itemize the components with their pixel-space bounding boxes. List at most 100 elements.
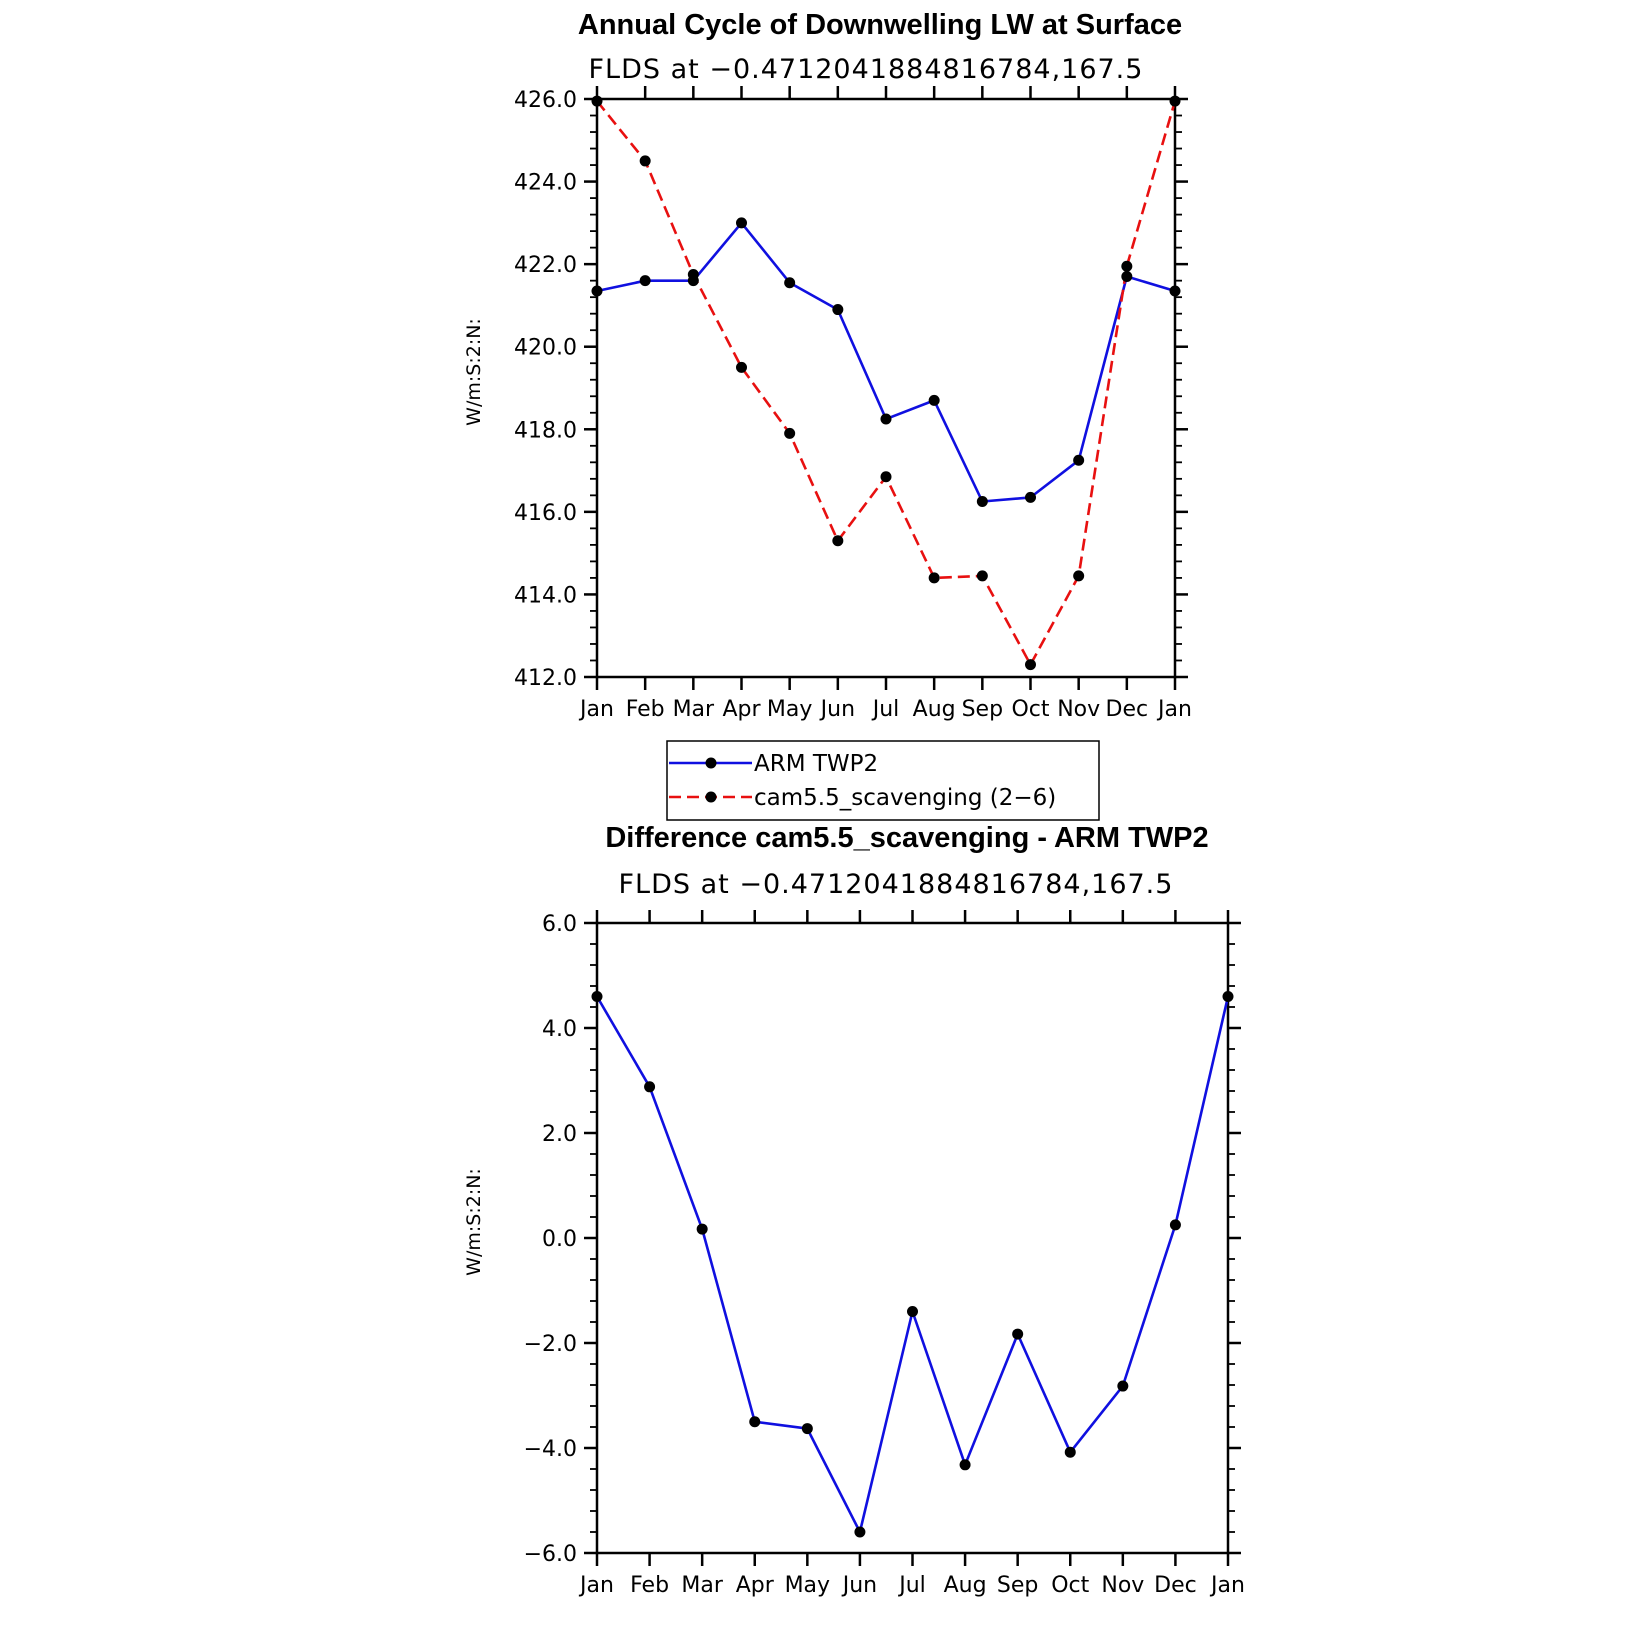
y-tick-label: 2.0 [542, 1122, 577, 1147]
data-point [1169, 1219, 1181, 1231]
chart-title: Annual Cycle of Downwelling LW at Surfac… [578, 9, 1182, 41]
x-tick-label: Apr [736, 1573, 775, 1598]
data-point [801, 1423, 813, 1435]
data-point [854, 1526, 866, 1538]
chart-subtitle: FLDS at −0.4712041884816784,167.5 [619, 869, 1174, 900]
data-point [1073, 570, 1085, 582]
x-tick-label: Mar [681, 1573, 723, 1598]
chart-title: Difference cam5.5_scavenging - ARM TWP2 [605, 822, 1208, 854]
x-tick-label: Jul [897, 1573, 926, 1598]
chart-subtitle: FLDS at −0.4712041884816784,167.5 [589, 54, 1144, 85]
series-line [595, 100, 1177, 666]
data-point [696, 1223, 708, 1235]
data-point [907, 1306, 918, 1317]
data-point [1121, 260, 1133, 272]
x-tick-label: Jan [578, 1573, 614, 1598]
annual-cycle-chart: Annual Cycle of Downwelling LW at Surfac… [463, 9, 1192, 821]
y-tick-label: 0.0 [542, 1227, 577, 1252]
data-point [1169, 95, 1181, 107]
data-point [880, 413, 892, 425]
plot-frame [595, 921, 1230, 1555]
series-line [596, 221, 1176, 503]
data-point [687, 268, 699, 280]
x-tick-label: Aug [944, 1573, 987, 1598]
data-point [1012, 1328, 1024, 1340]
x-tick-label: Aug [913, 697, 956, 722]
data-point [976, 570, 988, 582]
data-point [1073, 454, 1085, 466]
legend-marker-arm-twp2 [705, 757, 717, 769]
data-point [644, 1081, 656, 1093]
x-tick-label: Nov [1057, 697, 1100, 722]
series-line [595, 995, 1230, 1534]
x-tick-label: Jan [578, 697, 614, 722]
y-tick-label: −2.0 [524, 1332, 577, 1357]
data-point [832, 304, 844, 316]
data-point [736, 217, 747, 229]
data-point [639, 275, 651, 287]
y-tick-label: −6.0 [524, 1542, 577, 1567]
plot-axes: −6.0 −4.0 −2.0 0.0 2.0 4.0 6.0 Jan Feb Mar Apr May J… [524, 910, 1245, 1598]
data-point [1117, 1380, 1129, 1392]
legend-label-arm-twp2: ARM TWP2 [754, 751, 878, 777]
x-tick-label: Feb [626, 697, 665, 722]
data-point [784, 427, 796, 439]
legend-label-cam5.5-scavenging: cam5.5_scavenging (2−6) [754, 785, 1056, 811]
data-point [928, 394, 940, 406]
data-point [591, 95, 603, 107]
y-tick-label: 420.0 [514, 336, 577, 361]
y-tick-label: 414.0 [514, 583, 577, 608]
plot-frame [595, 97, 1177, 679]
data-point [591, 285, 603, 297]
x-tick-label: Dec [1106, 697, 1149, 722]
data-point [784, 277, 796, 289]
data-point [928, 572, 940, 584]
difference-chart: Difference cam5.5_scavenging - ARM TWP2 … [463, 822, 1245, 1598]
data-point [1222, 991, 1234, 1002]
x-tick-label: Nov [1101, 1573, 1144, 1598]
x-tick-label: Jan [1209, 1573, 1245, 1598]
x-tick-label: Sep [962, 697, 1003, 722]
x-tick-label: Mar [673, 697, 715, 722]
x-tick-label: May [785, 1573, 830, 1598]
data-point [832, 535, 844, 547]
data-point [959, 1459, 971, 1471]
x-tick-label: Jan [1156, 697, 1192, 722]
data-point [1025, 659, 1036, 671]
data-point [749, 1416, 761, 1428]
legend-box [666, 740, 1100, 821]
data-point [639, 155, 651, 167]
data-point [976, 496, 988, 508]
legend-marker-cam5.5-scavenging [705, 791, 717, 803]
x-tick-label: Feb [630, 1573, 669, 1598]
x-tick-label: Dec [1154, 1573, 1197, 1598]
x-tick-label: Jun [819, 697, 855, 722]
x-tick-label: Jun [841, 1573, 877, 1598]
plot-axes: 412.0 414.0 416.0 418.0 420.0 422.0 424.0 426.0… [514, 86, 1192, 722]
y-tick-label: 416.0 [514, 501, 577, 526]
x-tick-label: Sep [997, 1573, 1038, 1598]
y-tick-label: 424.0 [514, 171, 577, 196]
y-tick-label: 6.0 [542, 912, 577, 937]
y-tick-label: 418.0 [514, 418, 577, 443]
data-point [591, 991, 603, 1002]
y-tick-label: 422.0 [514, 253, 577, 278]
data-point [1064, 1446, 1076, 1458]
x-tick-label: Apr [722, 697, 761, 722]
y-tick-label: 4.0 [542, 1017, 577, 1042]
data-point [1025, 491, 1036, 503]
data-point [736, 361, 747, 373]
series-layer [591, 95, 1181, 671]
x-tick-label: Oct [1051, 1573, 1089, 1598]
y-tick-label: 412.0 [514, 666, 577, 691]
legend: ARM TWP2 cam5.5_scavenging (2−6) [666, 740, 1100, 821]
data-point [1169, 285, 1181, 297]
data-point [1121, 271, 1133, 283]
y-axis-label: W/m:S:2:N: [463, 1168, 485, 1276]
y-tick-label: 426.0 [514, 88, 577, 113]
y-tick-label: −4.0 [524, 1437, 577, 1462]
data-point [880, 471, 892, 483]
x-tick-label: Oct [1011, 697, 1049, 722]
y-axis-label: W/m:S:2:N: [463, 318, 485, 426]
